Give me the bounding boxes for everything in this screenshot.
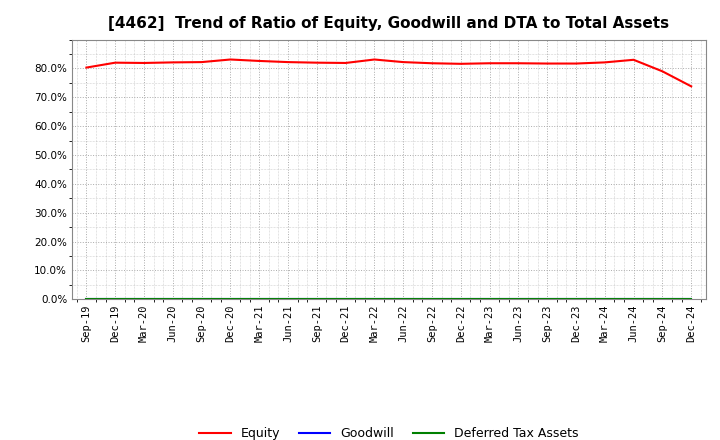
Goodwill: [485, 297, 494, 302]
Deferred Tax Assets: [370, 297, 379, 302]
Goodwill: [543, 297, 552, 302]
Goodwill: [226, 297, 235, 302]
Equity: [456, 61, 465, 66]
Deferred Tax Assets: [82, 297, 91, 302]
Goodwill: [629, 297, 638, 302]
Goodwill: [111, 297, 120, 302]
Goodwill: [428, 297, 436, 302]
Equity: [629, 57, 638, 62]
Line: Equity: Equity: [86, 59, 691, 86]
Deferred Tax Assets: [140, 297, 148, 302]
Goodwill: [456, 297, 465, 302]
Goodwill: [82, 297, 91, 302]
Deferred Tax Assets: [687, 297, 696, 302]
Goodwill: [312, 297, 321, 302]
Equity: [658, 69, 667, 74]
Deferred Tax Assets: [456, 297, 465, 302]
Deferred Tax Assets: [168, 297, 177, 302]
Goodwill: [370, 297, 379, 302]
Equity: [485, 61, 494, 66]
Equity: [514, 61, 523, 66]
Equity: [341, 60, 350, 66]
Equity: [197, 59, 206, 65]
Deferred Tax Assets: [197, 297, 206, 302]
Goodwill: [140, 297, 148, 302]
Goodwill: [658, 297, 667, 302]
Deferred Tax Assets: [226, 297, 235, 302]
Equity: [543, 61, 552, 66]
Title: [4462]  Trend of Ratio of Equity, Goodwill and DTA to Total Assets: [4462] Trend of Ratio of Equity, Goodwil…: [108, 16, 670, 32]
Goodwill: [168, 297, 177, 302]
Equity: [111, 60, 120, 65]
Deferred Tax Assets: [399, 297, 408, 302]
Deferred Tax Assets: [658, 297, 667, 302]
Deferred Tax Assets: [600, 297, 609, 302]
Legend: Equity, Goodwill, Deferred Tax Assets: Equity, Goodwill, Deferred Tax Assets: [194, 422, 583, 440]
Equity: [226, 57, 235, 62]
Goodwill: [341, 297, 350, 302]
Equity: [284, 59, 292, 65]
Equity: [255, 59, 264, 64]
Equity: [140, 60, 148, 66]
Deferred Tax Assets: [341, 297, 350, 302]
Deferred Tax Assets: [514, 297, 523, 302]
Deferred Tax Assets: [428, 297, 436, 302]
Equity: [370, 57, 379, 62]
Equity: [82, 65, 91, 70]
Equity: [572, 61, 580, 66]
Goodwill: [687, 297, 696, 302]
Deferred Tax Assets: [485, 297, 494, 302]
Equity: [600, 60, 609, 65]
Goodwill: [284, 297, 292, 302]
Goodwill: [399, 297, 408, 302]
Equity: [399, 59, 408, 65]
Goodwill: [572, 297, 580, 302]
Goodwill: [600, 297, 609, 302]
Equity: [168, 60, 177, 65]
Deferred Tax Assets: [312, 297, 321, 302]
Deferred Tax Assets: [255, 297, 264, 302]
Deferred Tax Assets: [543, 297, 552, 302]
Goodwill: [514, 297, 523, 302]
Deferred Tax Assets: [572, 297, 580, 302]
Deferred Tax Assets: [629, 297, 638, 302]
Goodwill: [197, 297, 206, 302]
Equity: [312, 60, 321, 65]
Goodwill: [255, 297, 264, 302]
Equity: [687, 84, 696, 89]
Equity: [428, 61, 436, 66]
Deferred Tax Assets: [111, 297, 120, 302]
Deferred Tax Assets: [284, 297, 292, 302]
